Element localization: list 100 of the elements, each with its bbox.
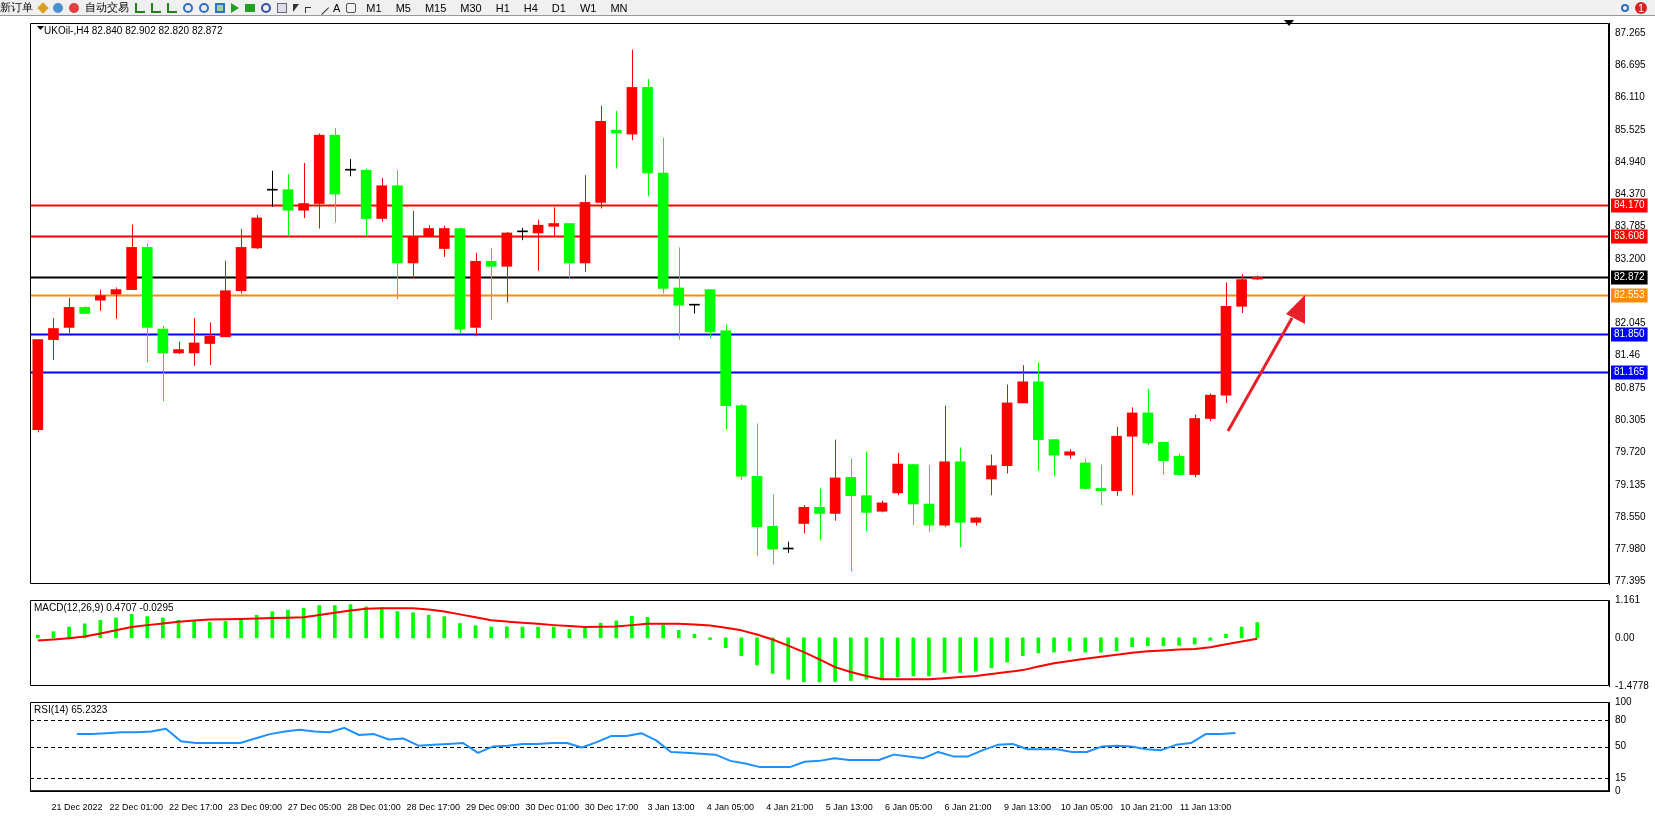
x-tick-label: 6 Jan 21:00	[944, 802, 992, 813]
ref-line-label: 81.165	[1614, 366, 1646, 378]
bar	[114, 617, 118, 639]
bar	[708, 637, 712, 640]
bar	[661, 624, 665, 639]
ref-line-label: 82.872	[1614, 271, 1646, 283]
y-tick-label: 86.695	[1615, 58, 1647, 70]
y-tick-label: 87.265	[1615, 27, 1647, 39]
bar	[755, 637, 759, 666]
bar	[505, 626, 509, 639]
candlestick	[861, 451, 872, 532]
x-tick-label: 21 Dec 2022	[51, 802, 103, 813]
text: 新订单	[0, 0, 33, 15]
bar	[551, 626, 556, 639]
text: W1	[578, 1, 598, 14]
bar	[630, 616, 634, 639]
candlestick	[266, 170, 278, 208]
x-tick-label: 11 Jan 13:00	[1179, 802, 1232, 813]
candlestick	[1205, 392, 1216, 422]
y-tick-label: 77.980	[1615, 542, 1647, 554]
bar	[317, 605, 322, 639]
candlestick	[1048, 439, 1060, 477]
x-tick-label: 28 Dec 01:00	[347, 802, 401, 813]
x-tick-label: 4 Jan 05:00	[706, 802, 754, 813]
text: MN	[609, 1, 629, 14]
ref-line-label: 83.608	[1614, 230, 1646, 242]
annotation: UKOil-,H4 82.840 82.902 82.820 82.872	[44, 24, 223, 36]
x-tick-label: 6 Jan 05:00	[885, 802, 933, 813]
bar	[1192, 637, 1197, 645]
x-tick-label: 4 Jan 21:00	[766, 802, 814, 813]
bar	[1130, 637, 1134, 647]
y-tick-label: 84.940	[1615, 156, 1647, 168]
bar	[536, 626, 540, 639]
bar	[927, 637, 931, 677]
bar	[1255, 622, 1260, 639]
x-tick-label: 29 Dec 09:00	[465, 802, 520, 813]
y-tick-label: 100	[1615, 695, 1633, 707]
bar	[192, 620, 196, 639]
bar	[458, 623, 462, 639]
bar	[411, 612, 415, 639]
candlestick	[814, 487, 825, 541]
candlestick	[1095, 464, 1107, 506]
y-tick-label: 82.045	[1615, 316, 1647, 328]
bar	[786, 637, 791, 680]
bar	[286, 609, 290, 639]
bar	[207, 621, 212, 639]
bar	[239, 619, 243, 639]
bar	[676, 630, 681, 639]
x-tick-label: 5 Jan 13:00	[825, 802, 873, 813]
bar	[270, 611, 275, 639]
y-tick-label: 80.875	[1615, 381, 1647, 393]
ref-line-label: 84.170	[1614, 199, 1646, 211]
candlestick	[282, 173, 294, 237]
bar	[35, 634, 40, 639]
candlestick	[1017, 364, 1029, 404]
candlestick	[845, 457, 857, 572]
bar	[583, 627, 587, 639]
text: 自动交易	[85, 0, 129, 15]
y-tick-label: 78.550	[1615, 511, 1647, 523]
candlestick	[767, 494, 778, 566]
y-tick-label: 81.46	[1615, 349, 1641, 361]
y-tick-label: 85.525	[1615, 123, 1647, 135]
ref-line-label: 82.553	[1614, 289, 1646, 301]
bar	[333, 605, 337, 639]
x-tick-label: 28 Dec 17:00	[406, 802, 461, 813]
y-tick-label: 0.00	[1615, 631, 1635, 643]
text: M15	[423, 1, 448, 14]
bar	[1177, 637, 1181, 646]
x-tick-label: 10 Jan 21:00	[1120, 802, 1173, 813]
bar	[833, 637, 837, 682]
text: D1	[550, 1, 567, 14]
y-tick-label: 80	[1615, 713, 1627, 725]
bar	[802, 637, 806, 683]
x-tick-label: 22 Dec 17:00	[168, 802, 223, 813]
bar	[1005, 637, 1009, 663]
text: H1	[494, 1, 511, 14]
bar	[145, 616, 150, 639]
x-tick-label: 27 Dec 05:00	[287, 802, 342, 813]
bar	[254, 615, 259, 639]
y-tick-label: 1.161	[1615, 593, 1641, 605]
y-tick-label: -1.4778	[1615, 679, 1650, 691]
x-tick-label: 9 Jan 13:00	[1003, 802, 1051, 813]
x-tick-label: 10 Jan 05:00	[1060, 802, 1113, 813]
x-tick-label: 30 Dec 17:00	[584, 802, 639, 813]
candlestick	[1173, 452, 1185, 477]
y-tick-label: 80.305	[1615, 413, 1647, 425]
candlestick	[95, 289, 106, 312]
x-tick-label: 23 Dec 09:00	[228, 802, 282, 813]
chart-title: MACD(12,26,9) 0.4707 -0.0295	[34, 601, 174, 613]
y-tick-label: 0	[1615, 784, 1621, 796]
bar	[489, 626, 494, 639]
y-tick-label: 79.135	[1615, 478, 1647, 490]
bar	[364, 606, 368, 639]
y-tick-label: 83.785	[1615, 220, 1647, 232]
candlestick	[798, 504, 810, 534]
text: A	[333, 1, 341, 14]
bar	[1020, 637, 1025, 657]
bar	[880, 637, 884, 680]
bar	[723, 637, 728, 648]
y-tick-label: 15	[1615, 771, 1627, 783]
